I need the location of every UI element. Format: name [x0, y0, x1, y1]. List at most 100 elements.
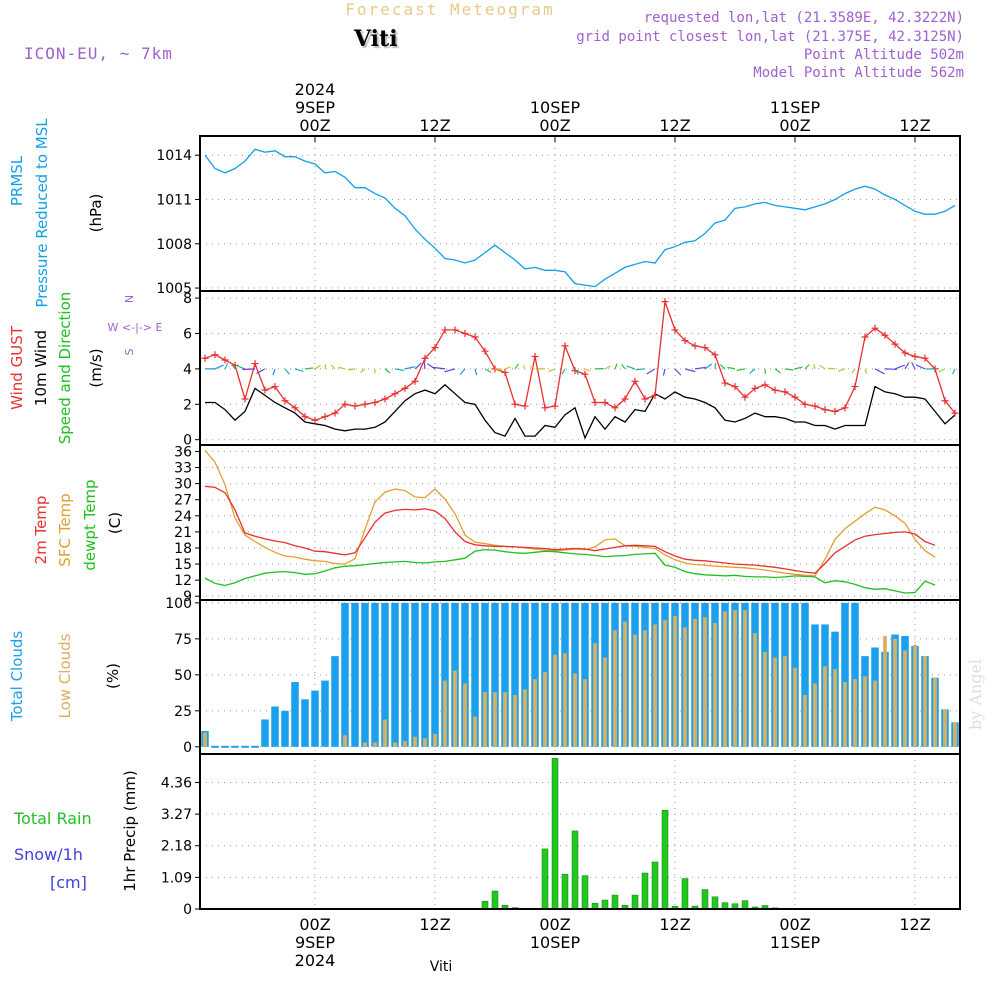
rain-label: Total Rain	[13, 809, 92, 828]
wind-gust-marker	[211, 351, 219, 359]
wind-direction-arrow	[938, 368, 946, 373]
low-clouds-bar	[683, 627, 687, 747]
wind-direction-arrow	[621, 364, 626, 370]
wind-direction-arrow	[574, 368, 579, 375]
wind-gust-marker	[941, 397, 949, 405]
low-clouds-label: Low Clouds	[56, 633, 74, 718]
wind-gust-marker	[721, 379, 729, 387]
dewpoint-label: dewpt Temp	[81, 479, 99, 570]
time-axis-label-bottom: 12Z	[659, 915, 690, 934]
wind-gust-marker	[561, 342, 569, 350]
time-axis-label-bottom: 10SEP	[530, 933, 581, 952]
temp-unit-label: (C)	[106, 512, 124, 534]
wind-gust-marker	[611, 404, 619, 412]
y-tick-label: 0	[183, 433, 192, 449]
snow-label: Snow/1h	[14, 845, 83, 864]
wind-direction-arrow	[736, 368, 746, 372]
time-axis-label-top: 11SEP	[770, 98, 821, 117]
snow-unit-label: [cm]	[50, 873, 87, 892]
wind-gust-marker	[701, 344, 709, 352]
rain-bar	[711, 896, 719, 910]
wind-direction-arrow	[727, 366, 736, 370]
low-clouds-bar	[363, 742, 367, 747]
low-clouds-bar	[783, 656, 787, 747]
wind-unit-label: (m/s)	[87, 348, 105, 387]
wind-direction-arrow	[662, 368, 666, 376]
wind-gust-marker	[511, 400, 519, 408]
low-clouds-bar	[703, 617, 707, 747]
wind-direction-arrow	[874, 368, 885, 375]
wind-direction-label: Speed and Direction	[56, 292, 74, 445]
wind-gust-marker	[651, 391, 659, 399]
y-tick-label: 8	[183, 291, 192, 307]
panel-frame	[199, 753, 961, 910]
wind-direction-arrow	[952, 368, 956, 375]
wind-gust-marker	[711, 351, 719, 359]
time-axis-label-bottom: 11SEP	[770, 933, 821, 952]
total-clouds-bar	[261, 719, 269, 747]
wind-direction-arrow	[804, 364, 810, 370]
wind-direction-arrow	[294, 368, 304, 372]
wind-gust-marker	[881, 331, 889, 339]
wind-gust-marker	[471, 333, 479, 341]
pressure-unit-label: (hPa)	[87, 194, 105, 233]
wind-gust-marker	[731, 383, 739, 391]
rain-bar	[601, 899, 609, 910]
compass-north: N	[123, 295, 136, 303]
total-clouds-bar	[581, 602, 589, 747]
wind-gust-marker	[201, 354, 209, 362]
wind-speed-series-line	[205, 383, 956, 440]
low-clouds-bar	[433, 733, 437, 747]
wind-direction-arrow	[911, 362, 916, 370]
wind-gust-marker	[291, 404, 299, 412]
low-clouds-bar	[723, 611, 727, 747]
total-clouds-bar	[271, 706, 279, 747]
sfc-temp-series-line	[204, 449, 936, 577]
wind-gust-marker	[351, 402, 359, 410]
low-clouds-bar	[803, 694, 807, 747]
wind-gust-marker	[451, 326, 459, 334]
wind-direction-arrow	[414, 362, 422, 370]
wind-direction-arrow	[774, 368, 781, 374]
rain-bar	[741, 900, 749, 910]
wind-direction-arrow	[784, 368, 794, 371]
wind-gust-marker	[831, 407, 839, 415]
low-clouds-bar	[613, 630, 617, 747]
total-clouds-bar	[301, 699, 309, 747]
wind-direction-arrow	[284, 368, 290, 375]
wind-direction-arrow	[894, 364, 906, 370]
wind-direction-arrow	[704, 363, 713, 370]
low-clouds-bar	[953, 722, 957, 747]
wind-gust-marker	[281, 397, 289, 405]
y-tick-label: 50	[174, 668, 192, 684]
low-clouds-bar	[743, 610, 747, 747]
pressure-series-line	[204, 148, 956, 288]
time-axis-label-top: 2024	[295, 80, 336, 99]
low-clouds-bar	[893, 638, 897, 747]
total-clouds-bar	[361, 602, 369, 747]
station-name: Viti	[354, 26, 398, 52]
rain-bar	[631, 894, 639, 910]
wind-gust-marker	[781, 388, 789, 396]
low-clouds-bar	[633, 634, 637, 747]
wind-gust-marker	[641, 395, 649, 403]
y-tick-label: 4	[183, 362, 192, 378]
rain-bar	[641, 872, 649, 910]
rain-bar	[701, 889, 709, 910]
time-axis-label-top: 12Z	[899, 116, 930, 135]
wind-gust-marker	[771, 386, 779, 394]
wind-direction-arrow	[338, 366, 346, 370]
compass-west-east: W <-|-> E	[108, 321, 163, 334]
wind-gust-marker	[621, 395, 629, 403]
panel-frame	[199, 135, 961, 292]
total-clouds-bar	[501, 602, 509, 747]
wind-direction-arrow	[236, 365, 246, 370]
wind-gust-marker	[271, 383, 279, 391]
wind-direction-arrow	[614, 363, 618, 370]
low-clouds-bar	[773, 657, 777, 747]
low-clouds-bar	[503, 692, 507, 747]
total-clouds-bar	[531, 602, 539, 747]
y-tick-label: 1011	[156, 192, 192, 208]
y-tick-label: 25	[174, 704, 192, 720]
